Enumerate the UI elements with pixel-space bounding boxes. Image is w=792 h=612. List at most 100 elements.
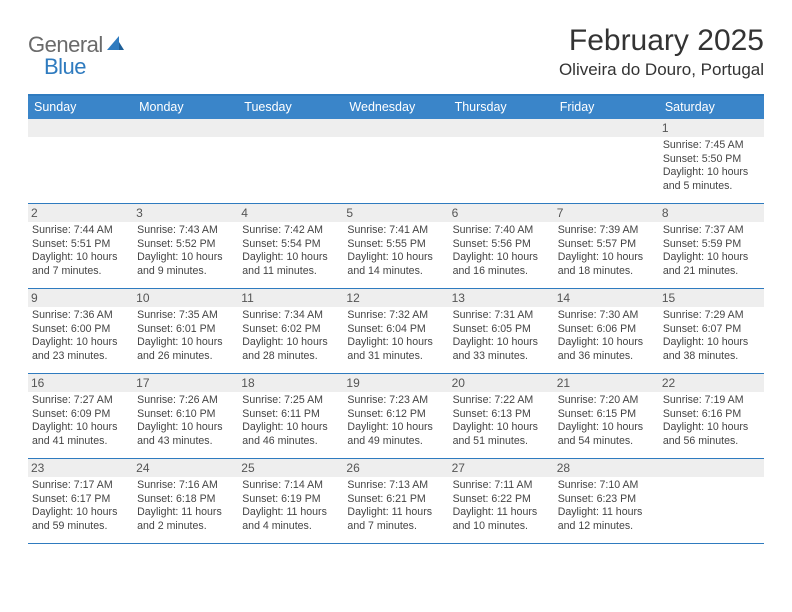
day-number: 16 <box>28 374 133 392</box>
sunset-text: Sunset: 6:15 PM <box>558 408 655 422</box>
sunset-text: Sunset: 6:17 PM <box>32 493 129 507</box>
daylight2-text: and 16 minutes. <box>453 265 550 279</box>
day-number <box>28 119 133 137</box>
sunrise-text: Sunrise: 7:37 AM <box>663 224 760 238</box>
logo-sail-icon <box>105 34 125 57</box>
daylight2-text: and 12 minutes. <box>558 520 655 534</box>
sunrise-text: Sunrise: 7:43 AM <box>137 224 234 238</box>
daylight1-text: Daylight: 10 hours <box>242 421 339 435</box>
week-row: 23Sunrise: 7:17 AMSunset: 6:17 PMDayligh… <box>28 459 764 544</box>
day-cell: 14Sunrise: 7:30 AMSunset: 6:06 PMDayligh… <box>554 289 659 373</box>
sunset-text: Sunset: 6:22 PM <box>453 493 550 507</box>
day-cell: 6Sunrise: 7:40 AMSunset: 5:56 PMDaylight… <box>449 204 554 288</box>
day-number: 2 <box>28 204 133 222</box>
day-cell-blank <box>449 119 554 203</box>
day-cell: 11Sunrise: 7:34 AMSunset: 6:02 PMDayligh… <box>238 289 343 373</box>
day-number: 8 <box>659 204 764 222</box>
weekday-header: Thursday <box>449 96 554 119</box>
daylight2-text: and 18 minutes. <box>558 265 655 279</box>
day-number: 10 <box>133 289 238 307</box>
daylight2-text: and 28 minutes. <box>242 350 339 364</box>
sunrise-text: Sunrise: 7:32 AM <box>347 309 444 323</box>
day-cell-blank <box>554 119 659 203</box>
sunrise-text: Sunrise: 7:22 AM <box>453 394 550 408</box>
daylight1-text: Daylight: 10 hours <box>32 506 129 520</box>
daylight2-text: and 2 minutes. <box>137 520 234 534</box>
sunset-text: Sunset: 6:12 PM <box>347 408 444 422</box>
day-number: 4 <box>238 204 343 222</box>
daylight1-text: Daylight: 10 hours <box>453 421 550 435</box>
sunset-text: Sunset: 6:21 PM <box>347 493 444 507</box>
sunrise-text: Sunrise: 7:13 AM <box>347 479 444 493</box>
daylight2-text: and 59 minutes. <box>32 520 129 534</box>
sunset-text: Sunset: 6:00 PM <box>32 323 129 337</box>
weekday-header: Monday <box>133 96 238 119</box>
day-cell: 10Sunrise: 7:35 AMSunset: 6:01 PMDayligh… <box>133 289 238 373</box>
day-number: 20 <box>449 374 554 392</box>
sunset-text: Sunset: 6:23 PM <box>558 493 655 507</box>
day-cell-blank <box>133 119 238 203</box>
daylight2-text: and 31 minutes. <box>347 350 444 364</box>
sunset-text: Sunset: 5:52 PM <box>137 238 234 252</box>
sunrise-text: Sunrise: 7:34 AM <box>242 309 339 323</box>
daylight2-text: and 14 minutes. <box>347 265 444 279</box>
day-cell: 17Sunrise: 7:26 AMSunset: 6:10 PMDayligh… <box>133 374 238 458</box>
sunset-text: Sunset: 6:01 PM <box>137 323 234 337</box>
sunset-text: Sunset: 5:59 PM <box>663 238 760 252</box>
day-number: 14 <box>554 289 659 307</box>
daylight2-text: and 21 minutes. <box>663 265 760 279</box>
daylight2-text: and 56 minutes. <box>663 435 760 449</box>
daylight1-text: Daylight: 11 hours <box>453 506 550 520</box>
daylight1-text: Daylight: 10 hours <box>663 421 760 435</box>
daylight1-text: Daylight: 11 hours <box>558 506 655 520</box>
daylight1-text: Daylight: 11 hours <box>347 506 444 520</box>
sunset-text: Sunset: 6:02 PM <box>242 323 339 337</box>
sunset-text: Sunset: 5:51 PM <box>32 238 129 252</box>
sunset-text: Sunset: 6:05 PM <box>453 323 550 337</box>
sunrise-text: Sunrise: 7:42 AM <box>242 224 339 238</box>
day-cell-blank <box>659 459 764 543</box>
day-cell: 19Sunrise: 7:23 AMSunset: 6:12 PMDayligh… <box>343 374 448 458</box>
day-cell: 9Sunrise: 7:36 AMSunset: 6:00 PMDaylight… <box>28 289 133 373</box>
weekday-header-row: Sunday Monday Tuesday Wednesday Thursday… <box>28 96 764 119</box>
sunrise-text: Sunrise: 7:45 AM <box>663 139 760 153</box>
sunrise-text: Sunrise: 7:30 AM <box>558 309 655 323</box>
daylight1-text: Daylight: 10 hours <box>242 251 339 265</box>
daylight1-text: Daylight: 10 hours <box>453 336 550 350</box>
daylight1-text: Daylight: 10 hours <box>347 421 444 435</box>
day-cell: 3Sunrise: 7:43 AMSunset: 5:52 PMDaylight… <box>133 204 238 288</box>
day-number <box>449 119 554 137</box>
week-row: 2 Sunrise: 7:44 AMSunset: 5:51 PM Daylight… <box>28 204 764 289</box>
daylight2-text: and 5 minutes. <box>663 180 760 194</box>
day-number: 25 <box>238 459 343 477</box>
sunset-text: Sunset: 6:19 PM <box>242 493 339 507</box>
sunrise-text: Sunrise: 7:16 AM <box>137 479 234 493</box>
day-cell: 4Sunrise: 7:42 AMSunset: 5:54 PMDaylight… <box>238 204 343 288</box>
daylight2-text: and 46 minutes. <box>242 435 339 449</box>
daylight1-text: Daylight: 10 hours <box>663 166 760 180</box>
sunrise-text: Sunrise: 7:10 AM <box>558 479 655 493</box>
daylight1-text: Daylight: 10 hours <box>558 251 655 265</box>
day-cell: 23Sunrise: 7:17 AMSunset: 6:17 PMDayligh… <box>28 459 133 543</box>
day-number: 5 <box>343 204 448 222</box>
sunrise-text: Sunrise: 7:40 AM <box>453 224 550 238</box>
sunset-text: Sunset: 6:06 PM <box>558 323 655 337</box>
sunrise-text: Sunrise: 7:36 AM <box>32 309 129 323</box>
sunrise-text: Sunrise: 7:11 AM <box>453 479 550 493</box>
daylight1-text: Daylight: 10 hours <box>663 336 760 350</box>
sunrise-text: Sunrise: 7:44 AM <box>32 224 129 238</box>
weekday-header: Friday <box>554 96 659 119</box>
sunset-text: Sunset: 6:18 PM <box>137 493 234 507</box>
sunset-text: Sunset: 6:16 PM <box>663 408 760 422</box>
sunset-text: Sunset: 5:57 PM <box>558 238 655 252</box>
day-number: 27 <box>449 459 554 477</box>
week-row: 9Sunrise: 7:36 AMSunset: 6:00 PMDaylight… <box>28 289 764 374</box>
weekday-header: Tuesday <box>238 96 343 119</box>
daylight2-text: and 43 minutes. <box>137 435 234 449</box>
day-number: 3 <box>133 204 238 222</box>
day-cell: 2Sunrise: 7:44 AMSunset: 5:51 PMDaylight… <box>28 204 133 288</box>
day-number <box>133 119 238 137</box>
sunset-text: Sunset: 5:55 PM <box>347 238 444 252</box>
day-number: 18 <box>238 374 343 392</box>
day-number: 15 <box>659 289 764 307</box>
